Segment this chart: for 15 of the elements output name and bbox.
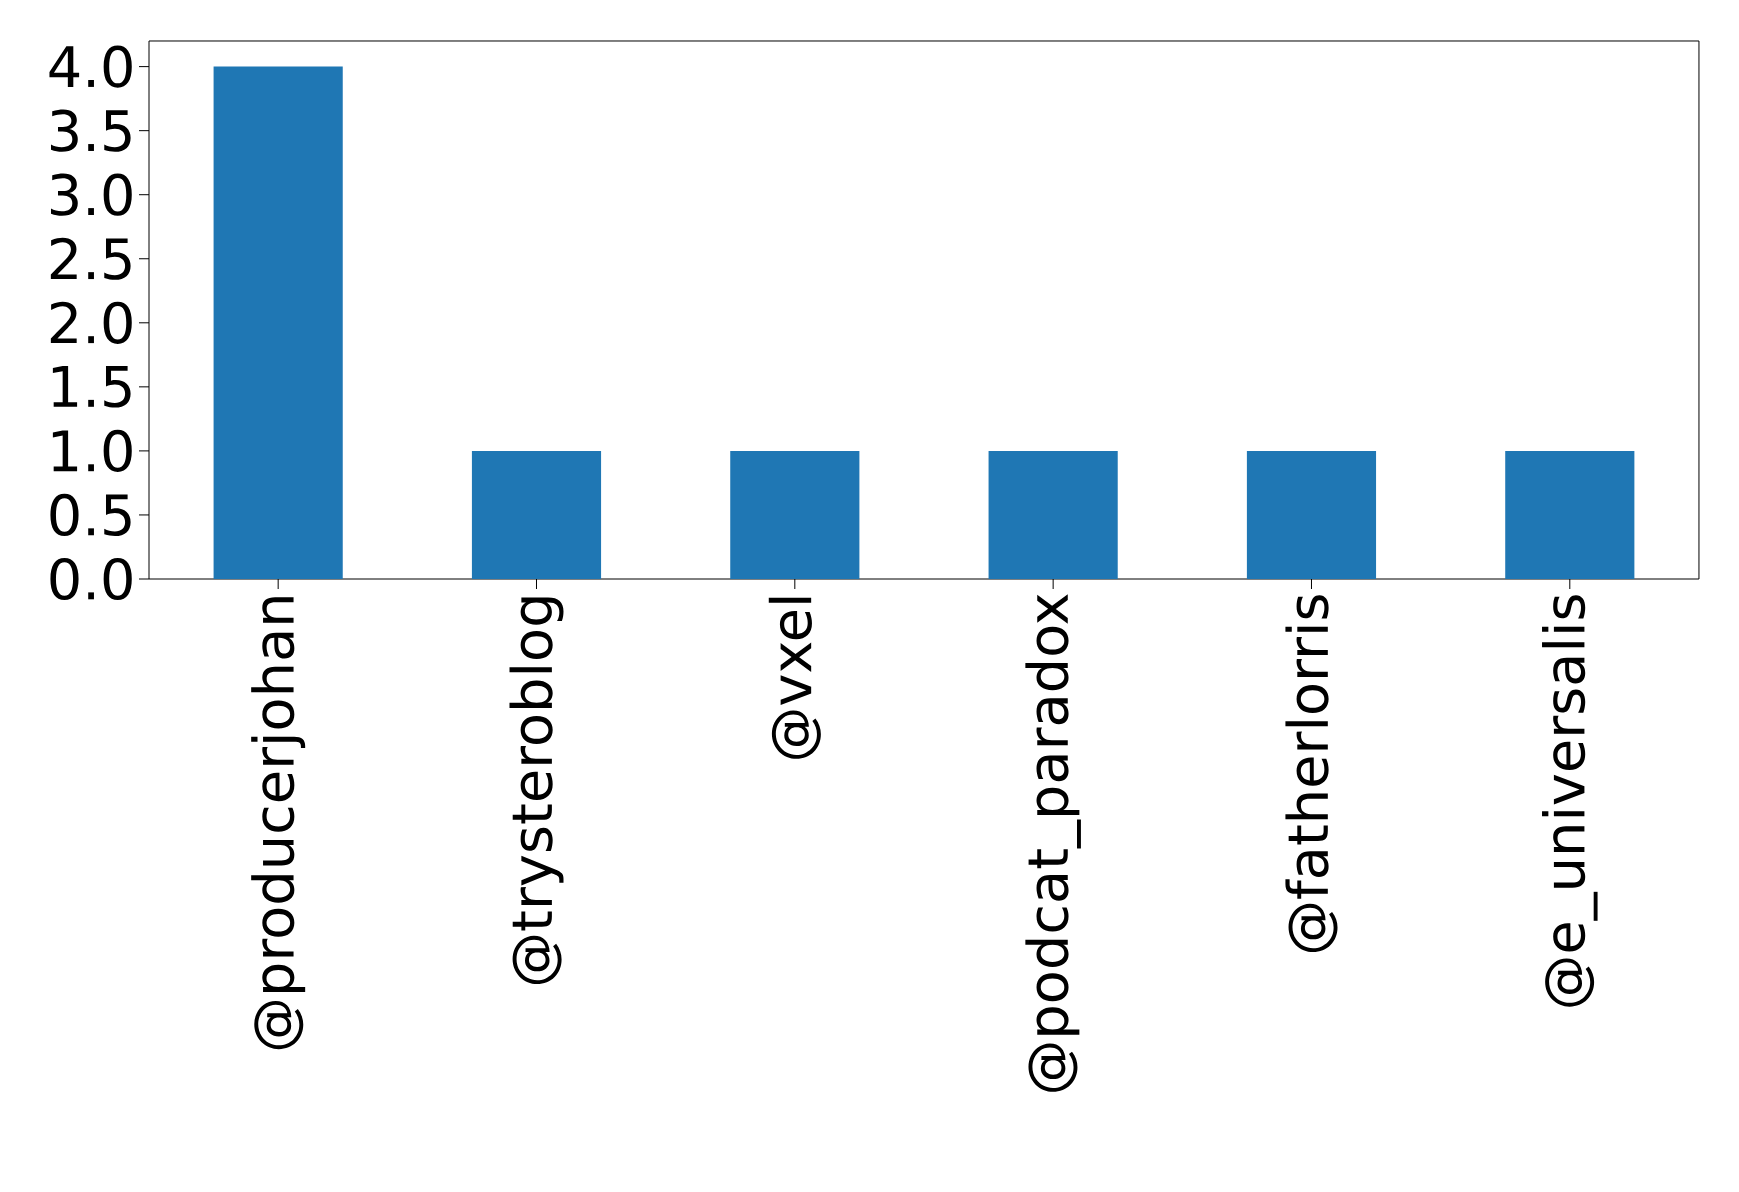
y-tick-label: 2.5	[50, 237, 131, 280]
y-tick-label: 3.0	[51, 173, 132, 216]
y-tick-label: 1.5	[52, 366, 131, 408]
x-tick-label: @fatherlorris	[1285, 595, 1338, 953]
y-tick-label: 0.0	[50, 557, 132, 601]
x-tick-label: @trysteroblog	[509, 597, 564, 985]
x-tick-label: @podcat_paradox	[1025, 594, 1081, 1092]
x-tick-label: @e_universalis	[1542, 595, 1598, 1007]
y-tick-label: 2.0	[50, 301, 132, 344]
y-tick-label: 4.0	[49, 45, 132, 88]
y-tick-label: 1.0	[52, 429, 132, 473]
y-tick-label: 0.5	[50, 493, 131, 537]
y-tick-label: 3.5	[51, 109, 131, 152]
x-tick-label: @vxel	[768, 597, 821, 759]
x-tick-label: @producerjohan	[251, 597, 306, 1050]
